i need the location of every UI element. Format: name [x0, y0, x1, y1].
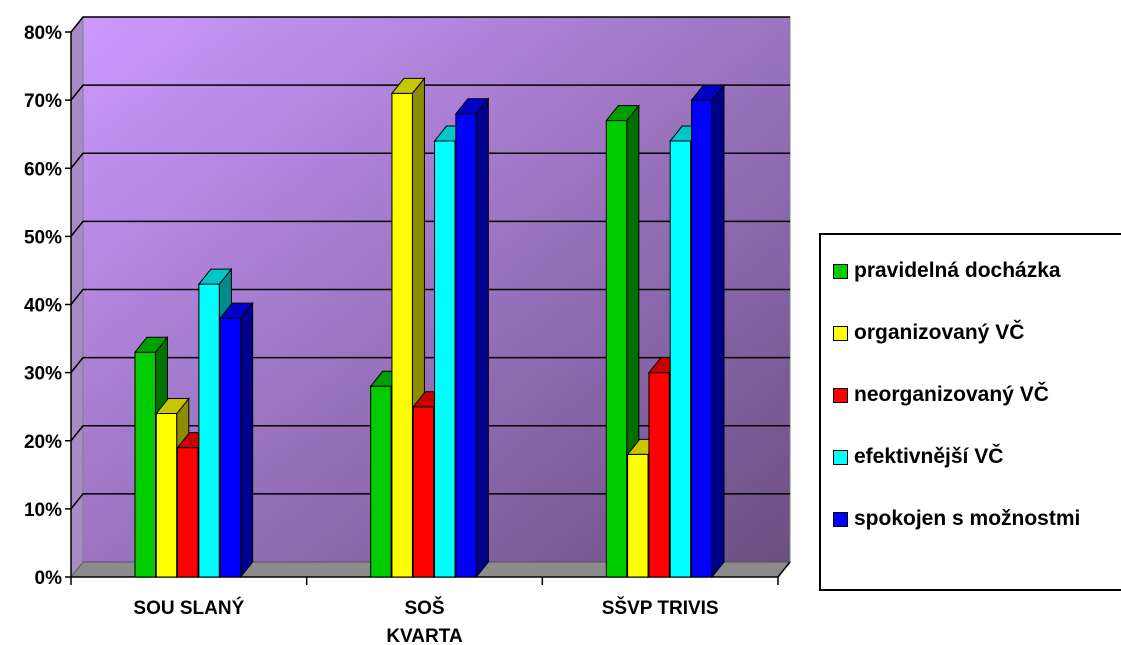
x-tick-label: KVARTA: [386, 626, 463, 645]
legend-swatch: [833, 449, 848, 465]
bar: [219, 301, 254, 579]
legend-item: spokojen s možnostmi: [833, 507, 1080, 531]
gridline: [70, 84, 790, 101]
y-tick-label: 10%: [24, 500, 62, 521]
gridline: [70, 493, 790, 510]
gridline: [70, 16, 790, 33]
gridline: [70, 288, 790, 305]
legend-swatch: [833, 263, 848, 279]
legend: pravidelná docházka organizovaný VČ neorga…: [819, 233, 1121, 591]
legend-label: pravidelná docházka: [854, 259, 1061, 282]
legend-item: organizovaný VČ: [833, 321, 1024, 345]
y-tick-label: 20%: [24, 432, 62, 453]
y-tick-label: 30%: [24, 364, 62, 385]
legend-swatch: [833, 511, 848, 527]
legend-item: pravidelná docházka: [833, 259, 1061, 283]
legend-label: efektivnější VČ: [854, 445, 1004, 468]
gridline: [70, 356, 790, 374]
legend-swatch: [833, 325, 848, 341]
legend-label: neorganizovaný VČ: [854, 383, 1049, 406]
y-tick-label: 80%: [24, 23, 62, 44]
bar: [454, 97, 490, 579]
y-tick-label: 50%: [24, 227, 62, 248]
legend-swatch: [833, 387, 848, 403]
legend-item: neorganizovaný VČ: [833, 383, 1049, 407]
y-tick-label: 40%: [24, 296, 62, 317]
y-tick-label: 60%: [24, 159, 62, 180]
y-tick-label: 0%: [35, 568, 63, 589]
gridline: [70, 152, 790, 169]
legend-label: spokojen s možnostmi: [854, 507, 1081, 530]
y-tick-label: 70%: [24, 91, 62, 112]
legend-item: efektivnější VČ: [833, 445, 1003, 469]
x-tick-label: SŠVP TRIVIS: [602, 597, 719, 619]
gridline: [70, 425, 790, 442]
gridline: [70, 220, 790, 237]
bar: [690, 83, 726, 579]
x-tick-label: SOU SLANÝ: [133, 597, 244, 619]
x-tick-label: SOŠ: [404, 597, 444, 619]
legend-label: organizovaný VČ: [854, 321, 1025, 344]
x-axis-depth: [777, 561, 791, 578]
